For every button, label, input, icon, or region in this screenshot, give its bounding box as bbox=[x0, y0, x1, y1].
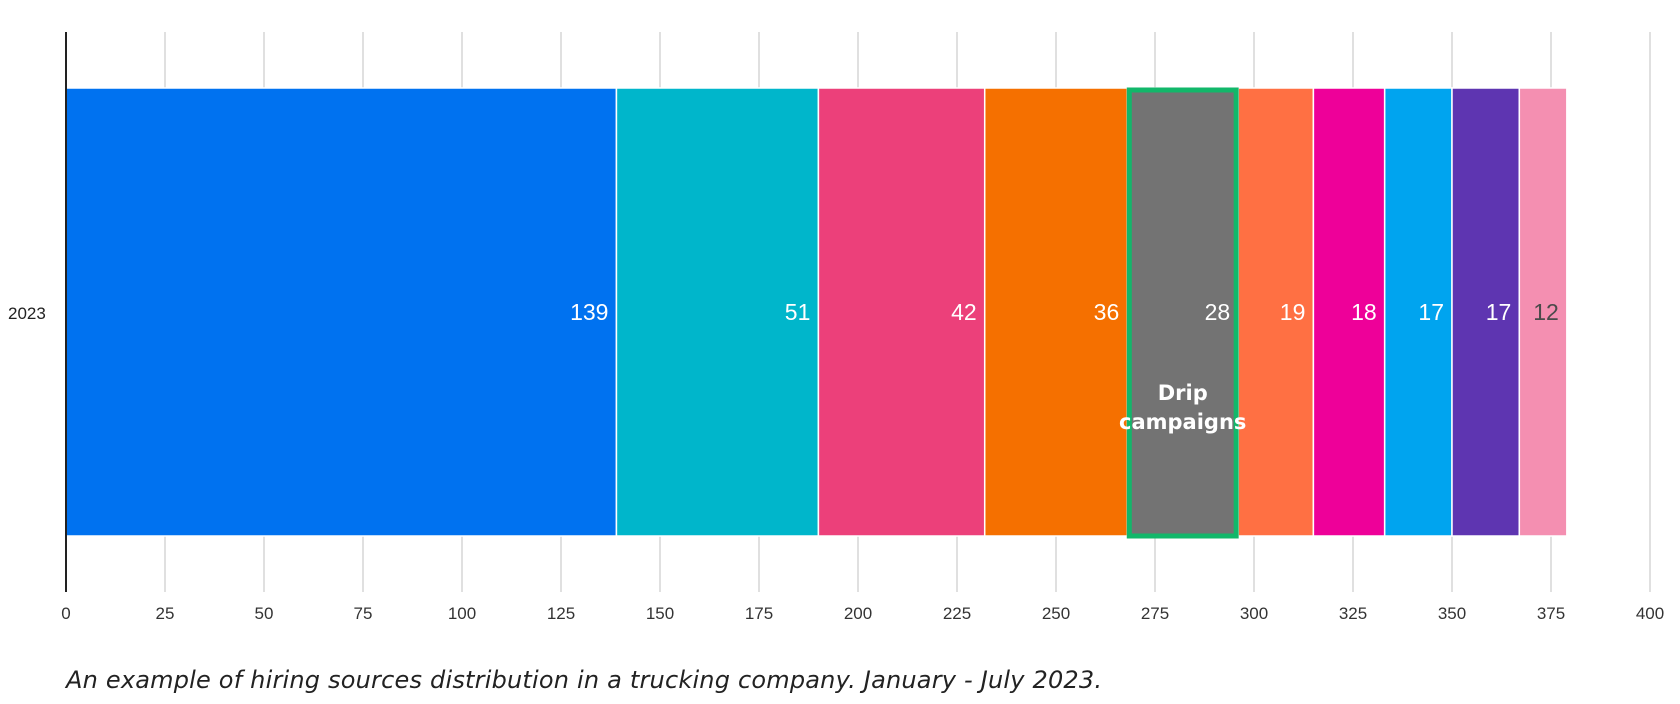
data-label: 139 bbox=[570, 299, 608, 325]
data-label: 28 bbox=[1205, 299, 1231, 325]
bar-segment bbox=[1451, 87, 1521, 537]
x-tick-label: 250 bbox=[1042, 604, 1070, 623]
chart-caption: An example of hiring sources distributio… bbox=[66, 666, 1103, 694]
bar-segment bbox=[65, 87, 618, 537]
data-label: 17 bbox=[1486, 299, 1512, 325]
data-label: 18 bbox=[1351, 299, 1377, 325]
bar-segments bbox=[65, 87, 1568, 537]
x-tick-label: 100 bbox=[448, 604, 476, 623]
x-tick-label: 175 bbox=[745, 604, 773, 623]
annotation-line: Drip bbox=[1158, 381, 1208, 405]
y-category-label: 2023 bbox=[8, 304, 46, 323]
axis: 0 25 50 75 100 125 150 175 200 225 250 275 300 325 350… bbox=[8, 32, 1664, 623]
x-tick-label: 200 bbox=[844, 604, 872, 623]
x-tick-label: 350 bbox=[1438, 604, 1466, 623]
x-tick-label: 375 bbox=[1537, 604, 1565, 623]
data-label: 36 bbox=[1094, 299, 1120, 325]
x-tick-label: 125 bbox=[547, 604, 575, 623]
bar-segment bbox=[1312, 87, 1386, 537]
bar-segment bbox=[983, 87, 1129, 537]
x-tick-label: 0 bbox=[61, 604, 70, 623]
x-tick-label: 25 bbox=[156, 604, 175, 623]
x-tick-label: 150 bbox=[646, 604, 674, 623]
bar-segment bbox=[1383, 87, 1453, 537]
annotation-line: campaigns bbox=[1119, 410, 1246, 434]
x-tick-label: 400 bbox=[1636, 604, 1664, 623]
x-tick-label: 325 bbox=[1339, 604, 1367, 623]
data-label: 19 bbox=[1280, 299, 1306, 325]
x-tick-label: 300 bbox=[1240, 604, 1268, 623]
x-tick-label: 225 bbox=[943, 604, 971, 623]
highlight-box bbox=[1126, 87, 1239, 539]
x-tick-label: 75 bbox=[354, 604, 373, 623]
x-tick-label: 275 bbox=[1141, 604, 1169, 623]
data-label: 12 bbox=[1533, 299, 1559, 325]
data-label: 17 bbox=[1418, 299, 1444, 325]
bar-segment bbox=[817, 87, 986, 537]
data-label: 42 bbox=[951, 299, 977, 325]
bar-segment bbox=[1126, 87, 1239, 537]
bar-segment bbox=[615, 87, 820, 537]
segment-annotation: Drip campaigns bbox=[1119, 381, 1246, 434]
x-tick-label: 50 bbox=[255, 604, 274, 623]
bar-segment bbox=[1518, 87, 1568, 537]
data-labels: 139 51 42 36 28 Drip campaigns 19 18 17 17 12 bbox=[570, 87, 1559, 539]
data-label: 51 bbox=[785, 299, 811, 325]
